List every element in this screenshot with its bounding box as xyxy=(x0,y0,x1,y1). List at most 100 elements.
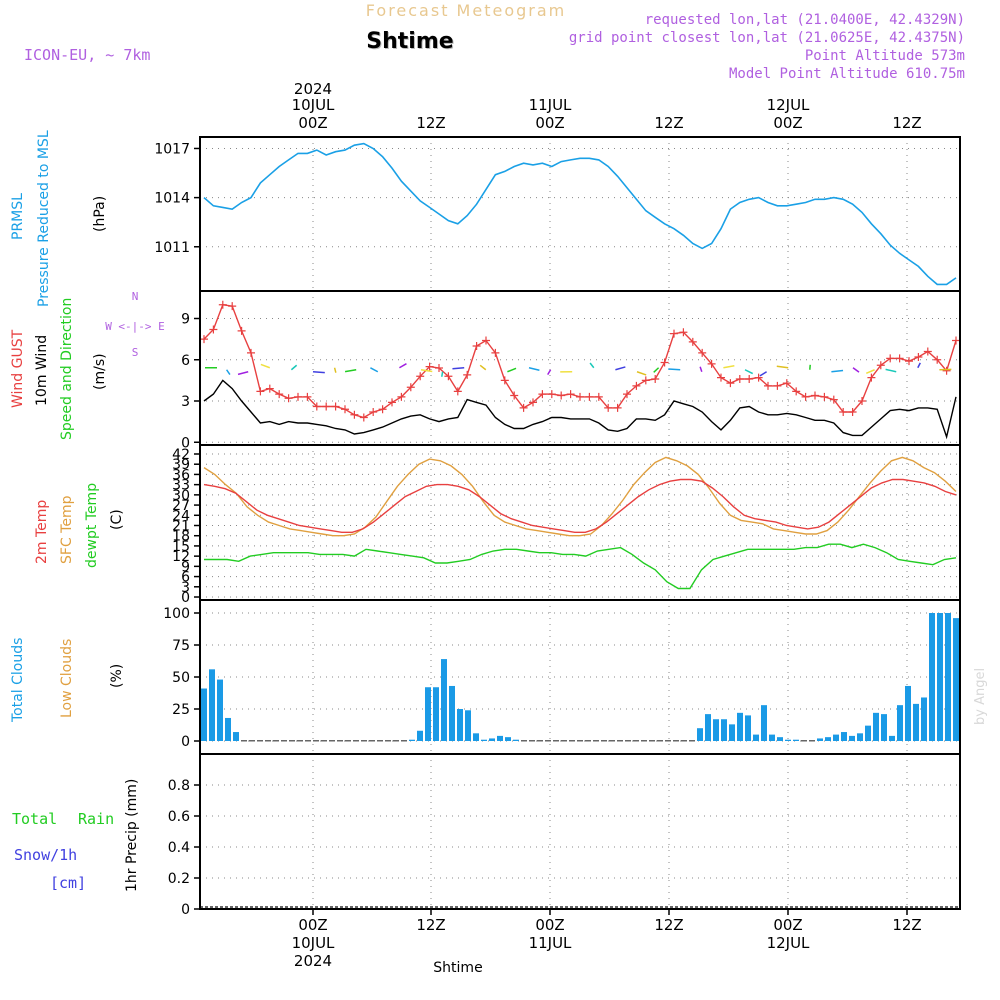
panel-frame xyxy=(199,290,961,446)
gust-marker xyxy=(453,387,462,396)
gust-marker xyxy=(576,392,584,401)
cloud-bar xyxy=(649,740,655,742)
wind-arrow xyxy=(333,367,337,373)
cloud-bar xyxy=(817,738,823,741)
gust-marker xyxy=(594,392,603,401)
cloud-bar xyxy=(873,712,879,741)
bottom-hour-label: 00Z xyxy=(773,916,802,934)
label-snow: Snow/1h xyxy=(14,846,77,864)
cloud-bar xyxy=(913,703,919,741)
cloud-bar xyxy=(641,740,647,742)
top-hour-label: 12Z xyxy=(654,114,683,132)
cloud-bar xyxy=(473,733,479,741)
cloud-bar xyxy=(209,669,215,741)
bottom-hour-label: 12Z xyxy=(416,916,445,934)
gust-marker xyxy=(369,408,378,416)
gust-marker xyxy=(519,403,528,412)
gust-marker xyxy=(265,384,274,393)
cloud-bar xyxy=(753,734,759,741)
bottom-hour-label: 00Z xyxy=(535,916,564,934)
y-tick-label: 100 xyxy=(163,606,190,622)
gust-marker xyxy=(698,348,707,357)
bottom-hour-label: 12Z xyxy=(654,916,683,934)
cloud-bar xyxy=(929,613,935,741)
gust-marker xyxy=(491,348,500,357)
cloud-bar xyxy=(953,618,959,741)
cloud-bar xyxy=(713,719,719,741)
wind-arrow xyxy=(744,369,754,375)
gust-marker xyxy=(886,354,895,363)
wind-arrow xyxy=(528,367,540,371)
gust-marker xyxy=(839,408,848,416)
gust-marker xyxy=(416,372,425,381)
wind-arrow xyxy=(831,369,844,373)
cloud-bar xyxy=(769,734,775,741)
y-tick-label: 0 xyxy=(181,435,190,451)
label-total: Total xyxy=(12,810,57,828)
gust-marker xyxy=(397,392,406,401)
gust-marker xyxy=(679,328,688,337)
gust-marker xyxy=(538,390,547,399)
gust-marker xyxy=(848,408,857,416)
gust-marker xyxy=(472,342,481,350)
bottom-date-1: 10JUL xyxy=(292,934,335,952)
gust-marker xyxy=(547,390,556,399)
gust-marker xyxy=(623,390,631,399)
location-title: Shtime xyxy=(366,29,453,54)
cloud-bar xyxy=(465,710,471,741)
cloud-bar xyxy=(761,705,767,741)
label-wind-gust: Wind GUST xyxy=(10,329,26,408)
gust-marker xyxy=(764,381,772,390)
cloud-bar xyxy=(657,740,663,742)
gust-marker xyxy=(942,366,951,375)
label-pressure-msl: Pressure Reduced to MSL xyxy=(36,130,52,307)
y-tick-label: 39 xyxy=(172,457,190,473)
gust-marker xyxy=(500,376,509,385)
point-altitude: Point Altitude 573m xyxy=(805,48,965,64)
cloud-bar xyxy=(273,740,279,742)
cloud-bar xyxy=(537,740,543,742)
sfc-temp-line xyxy=(203,456,957,537)
gust-marker xyxy=(482,336,490,345)
cloud-bar xyxy=(345,740,351,742)
wind-arrow xyxy=(312,371,325,374)
cloud-bar xyxy=(505,737,511,741)
cloud-bar xyxy=(369,740,375,742)
gust-marker xyxy=(463,370,472,379)
cloud-bar xyxy=(905,685,911,741)
cloud-bar xyxy=(449,685,455,741)
cloud-bar xyxy=(361,740,367,742)
label-hpa: (hPa) xyxy=(92,196,108,232)
cloud-bar xyxy=(321,740,327,742)
wind-arrow xyxy=(237,371,249,376)
top-date-2: 11JUL xyxy=(529,96,572,114)
chart-title: Forecast Meteogram xyxy=(366,1,566,20)
wind-arrow xyxy=(370,367,379,373)
label-10m-wind: 10m Wind xyxy=(34,335,50,406)
label-cm: [cm] xyxy=(50,874,86,892)
wind-arrow xyxy=(290,364,298,371)
gust-marker xyxy=(510,391,519,400)
cloud-bar xyxy=(529,740,535,742)
gust-marker xyxy=(378,405,387,414)
gust-marker xyxy=(933,355,942,364)
model-altitude: Model Point Altitude 610.75m xyxy=(729,66,965,82)
cloud-bar xyxy=(433,687,439,741)
cloud-bar xyxy=(945,613,951,741)
panel-frame xyxy=(199,136,961,292)
cloud-bar xyxy=(937,613,943,741)
wind-arrow xyxy=(917,362,921,369)
gust-marker xyxy=(641,376,650,385)
wind-arrow xyxy=(885,368,897,373)
cloud-bar xyxy=(673,740,679,742)
label-sfc-temp: SFC Temp xyxy=(59,495,75,564)
cloud-bar xyxy=(633,740,639,742)
cloud-bar xyxy=(785,739,791,741)
gust-marker xyxy=(782,379,791,388)
gust-marker xyxy=(294,392,302,401)
label-prmsl: PRMSL xyxy=(10,193,26,240)
gust-marker xyxy=(444,372,453,381)
cloud-bar xyxy=(881,714,887,741)
y-tick-label: 12 xyxy=(172,549,190,565)
